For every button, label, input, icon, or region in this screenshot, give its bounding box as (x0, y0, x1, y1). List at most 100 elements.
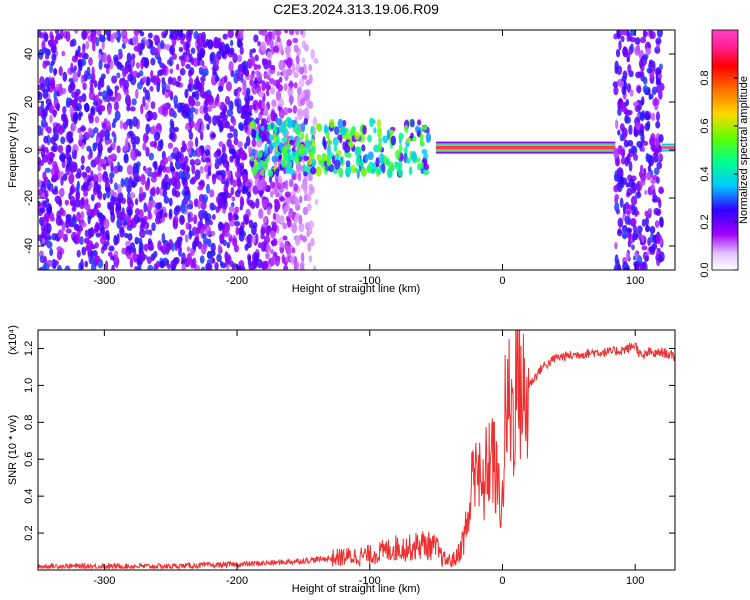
heatmap-cell (134, 265, 138, 270)
heatmap-cell (345, 160, 351, 168)
heatmap-cell (81, 222, 87, 228)
heatmap-cell (75, 191, 79, 202)
heatmap-cell (64, 199, 70, 206)
heatmap-cell (612, 81, 619, 88)
heatmap-cell (260, 241, 266, 252)
heatmap-cell (408, 166, 413, 176)
heatmap-cell (127, 73, 134, 82)
heatmap-cell (56, 210, 62, 220)
heatmap-cell (84, 203, 91, 211)
heatmap-cell (139, 31, 145, 37)
heatmap-cell (44, 48, 50, 56)
heatmap-cell (96, 187, 101, 195)
heatmap-cell (161, 156, 169, 165)
heatmap-cell (203, 91, 208, 97)
heatmap-cell (258, 30, 264, 35)
heatmap-cell (293, 183, 299, 192)
heatmap-cell (152, 74, 157, 86)
heatmap-cell (73, 111, 79, 121)
heatmap-cell (642, 84, 649, 94)
heatmap-cell (101, 40, 105, 50)
heatmap-cell (206, 123, 210, 131)
heatmap-cell (274, 151, 281, 157)
heatmap-cell (75, 102, 82, 112)
heatmap-cell (214, 262, 219, 270)
heatmap-cell (206, 250, 214, 260)
heatmap-cell (269, 181, 276, 189)
heatmap-cell (646, 171, 652, 181)
heatmap-cell (174, 190, 181, 198)
heatmap-cell (234, 206, 240, 214)
heatmap-cell (651, 86, 658, 95)
heatmap-cell (104, 260, 109, 270)
heatmap-cell (191, 92, 196, 98)
heatmap-cell (90, 263, 97, 270)
heatmap-cell (179, 229, 186, 236)
heatmap-cell (46, 235, 52, 241)
heatmap-cell (349, 130, 355, 138)
colorbar-ticks: 0.0 0.2 0.4 0.6 0.8 (699, 70, 738, 278)
heatmap-cell (72, 143, 79, 154)
heatmap-cell (76, 249, 81, 258)
heatmap-cell (173, 256, 180, 265)
heatmap-cell (334, 126, 340, 136)
heatmap-cell (267, 59, 272, 69)
heatmap-cell (629, 43, 634, 54)
heatmap-cell (197, 81, 202, 92)
spectrogram-y-tick-label: -20 (23, 190, 35, 206)
heatmap-cell (210, 242, 216, 253)
spectrogram-x-tick-label: -200 (226, 275, 248, 287)
heatmap-cell (658, 134, 664, 143)
heatmap-cell (367, 151, 374, 161)
heatmap-cell (229, 125, 235, 132)
heatmap-cell (162, 189, 168, 198)
heatmap-cell (159, 138, 164, 150)
heatmap-cell (614, 66, 619, 74)
heatmap-cell (93, 80, 98, 88)
heatmap-cell (225, 254, 232, 265)
heatmap-cell (65, 30, 71, 42)
heatmap-cell (654, 137, 660, 148)
heatmap-cell (612, 147, 619, 158)
heatmap-cell (165, 43, 171, 51)
heatmap-cell (624, 116, 632, 124)
heatmap-cell (77, 45, 81, 53)
heatmap-cell (51, 53, 57, 61)
heatmap-cell (289, 139, 295, 146)
heatmap-cell (187, 111, 194, 122)
heatmap-cell (650, 112, 656, 121)
heatmap-cell (181, 263, 186, 270)
heatmap-cell (644, 122, 650, 132)
heatmap-cell (234, 98, 239, 107)
heatmap-cell (95, 202, 101, 209)
heatmap-cell (655, 120, 661, 129)
heatmap-cell (62, 233, 69, 243)
heatmap-cell (131, 53, 136, 60)
heatmap-cell (629, 89, 634, 97)
heatmap-cell (633, 153, 639, 161)
heatmap-cell (389, 129, 394, 135)
heatmap-cell (118, 48, 123, 54)
heatmap-cell (71, 67, 76, 73)
heatmap-cell (282, 206, 287, 215)
heatmap-cell (97, 165, 102, 172)
heatmap-cell (199, 130, 204, 141)
heatmap-cell (72, 199, 76, 210)
heatmap-cell (293, 44, 299, 53)
heatmap-cell (276, 36, 281, 43)
heatmap-cell (228, 236, 233, 242)
heatmap-cell (316, 153, 322, 162)
heatmap-cell (227, 30, 234, 39)
heatmap-cell (140, 43, 145, 50)
heatmap-cell (282, 126, 287, 136)
heatmap-cell (43, 262, 50, 270)
heatmap-cell (301, 57, 306, 64)
heatmap-cell (639, 164, 644, 173)
heatmap-cell (252, 88, 257, 95)
heatmap-cell (51, 177, 57, 183)
heatmap-cell (165, 84, 171, 91)
heatmap-cell (345, 152, 352, 159)
heatmap-cell (131, 98, 137, 106)
heatmap-cell (264, 105, 269, 117)
heatmap-cell (303, 117, 308, 125)
